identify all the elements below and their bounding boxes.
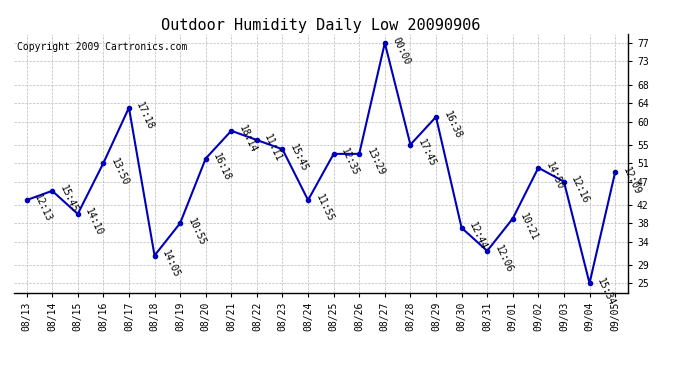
Text: 14:10: 14:10	[83, 207, 105, 238]
Text: 14:05: 14:05	[160, 249, 181, 279]
Text: 17:45: 17:45	[416, 138, 437, 168]
Text: Copyright 2009 Cartronics.com: Copyright 2009 Cartronics.com	[17, 42, 187, 51]
Text: 10:21: 10:21	[518, 211, 540, 242]
Text: 15:45: 15:45	[58, 184, 79, 215]
Text: 12:35: 12:35	[339, 147, 361, 178]
Text: 13:50: 13:50	[109, 156, 130, 187]
Text: 12:44: 12:44	[467, 221, 489, 252]
Text: 10:55: 10:55	[186, 216, 207, 247]
Text: 12:13: 12:13	[32, 193, 54, 224]
Text: 12:16: 12:16	[569, 175, 591, 206]
Text: 16:18: 16:18	[211, 152, 233, 182]
Text: 16:38: 16:38	[442, 110, 463, 141]
Title: Outdoor Humidity Daily Low 20090906: Outdoor Humidity Daily Low 20090906	[161, 18, 480, 33]
Text: 14:50: 14:50	[544, 161, 565, 192]
Text: 15:34: 15:34	[595, 276, 617, 307]
Text: 15:45: 15:45	[288, 142, 310, 173]
Text: 12:09: 12:09	[621, 165, 642, 196]
Text: 11:11: 11:11	[262, 133, 284, 164]
Text: 17:18: 17:18	[135, 100, 156, 132]
Text: 13:29: 13:29	[365, 147, 386, 178]
Text: 12:06: 12:06	[493, 244, 514, 275]
Text: 00:00: 00:00	[391, 36, 412, 67]
Text: 18:14: 18:14	[237, 124, 258, 154]
Text: 11:55: 11:55	[314, 193, 335, 224]
